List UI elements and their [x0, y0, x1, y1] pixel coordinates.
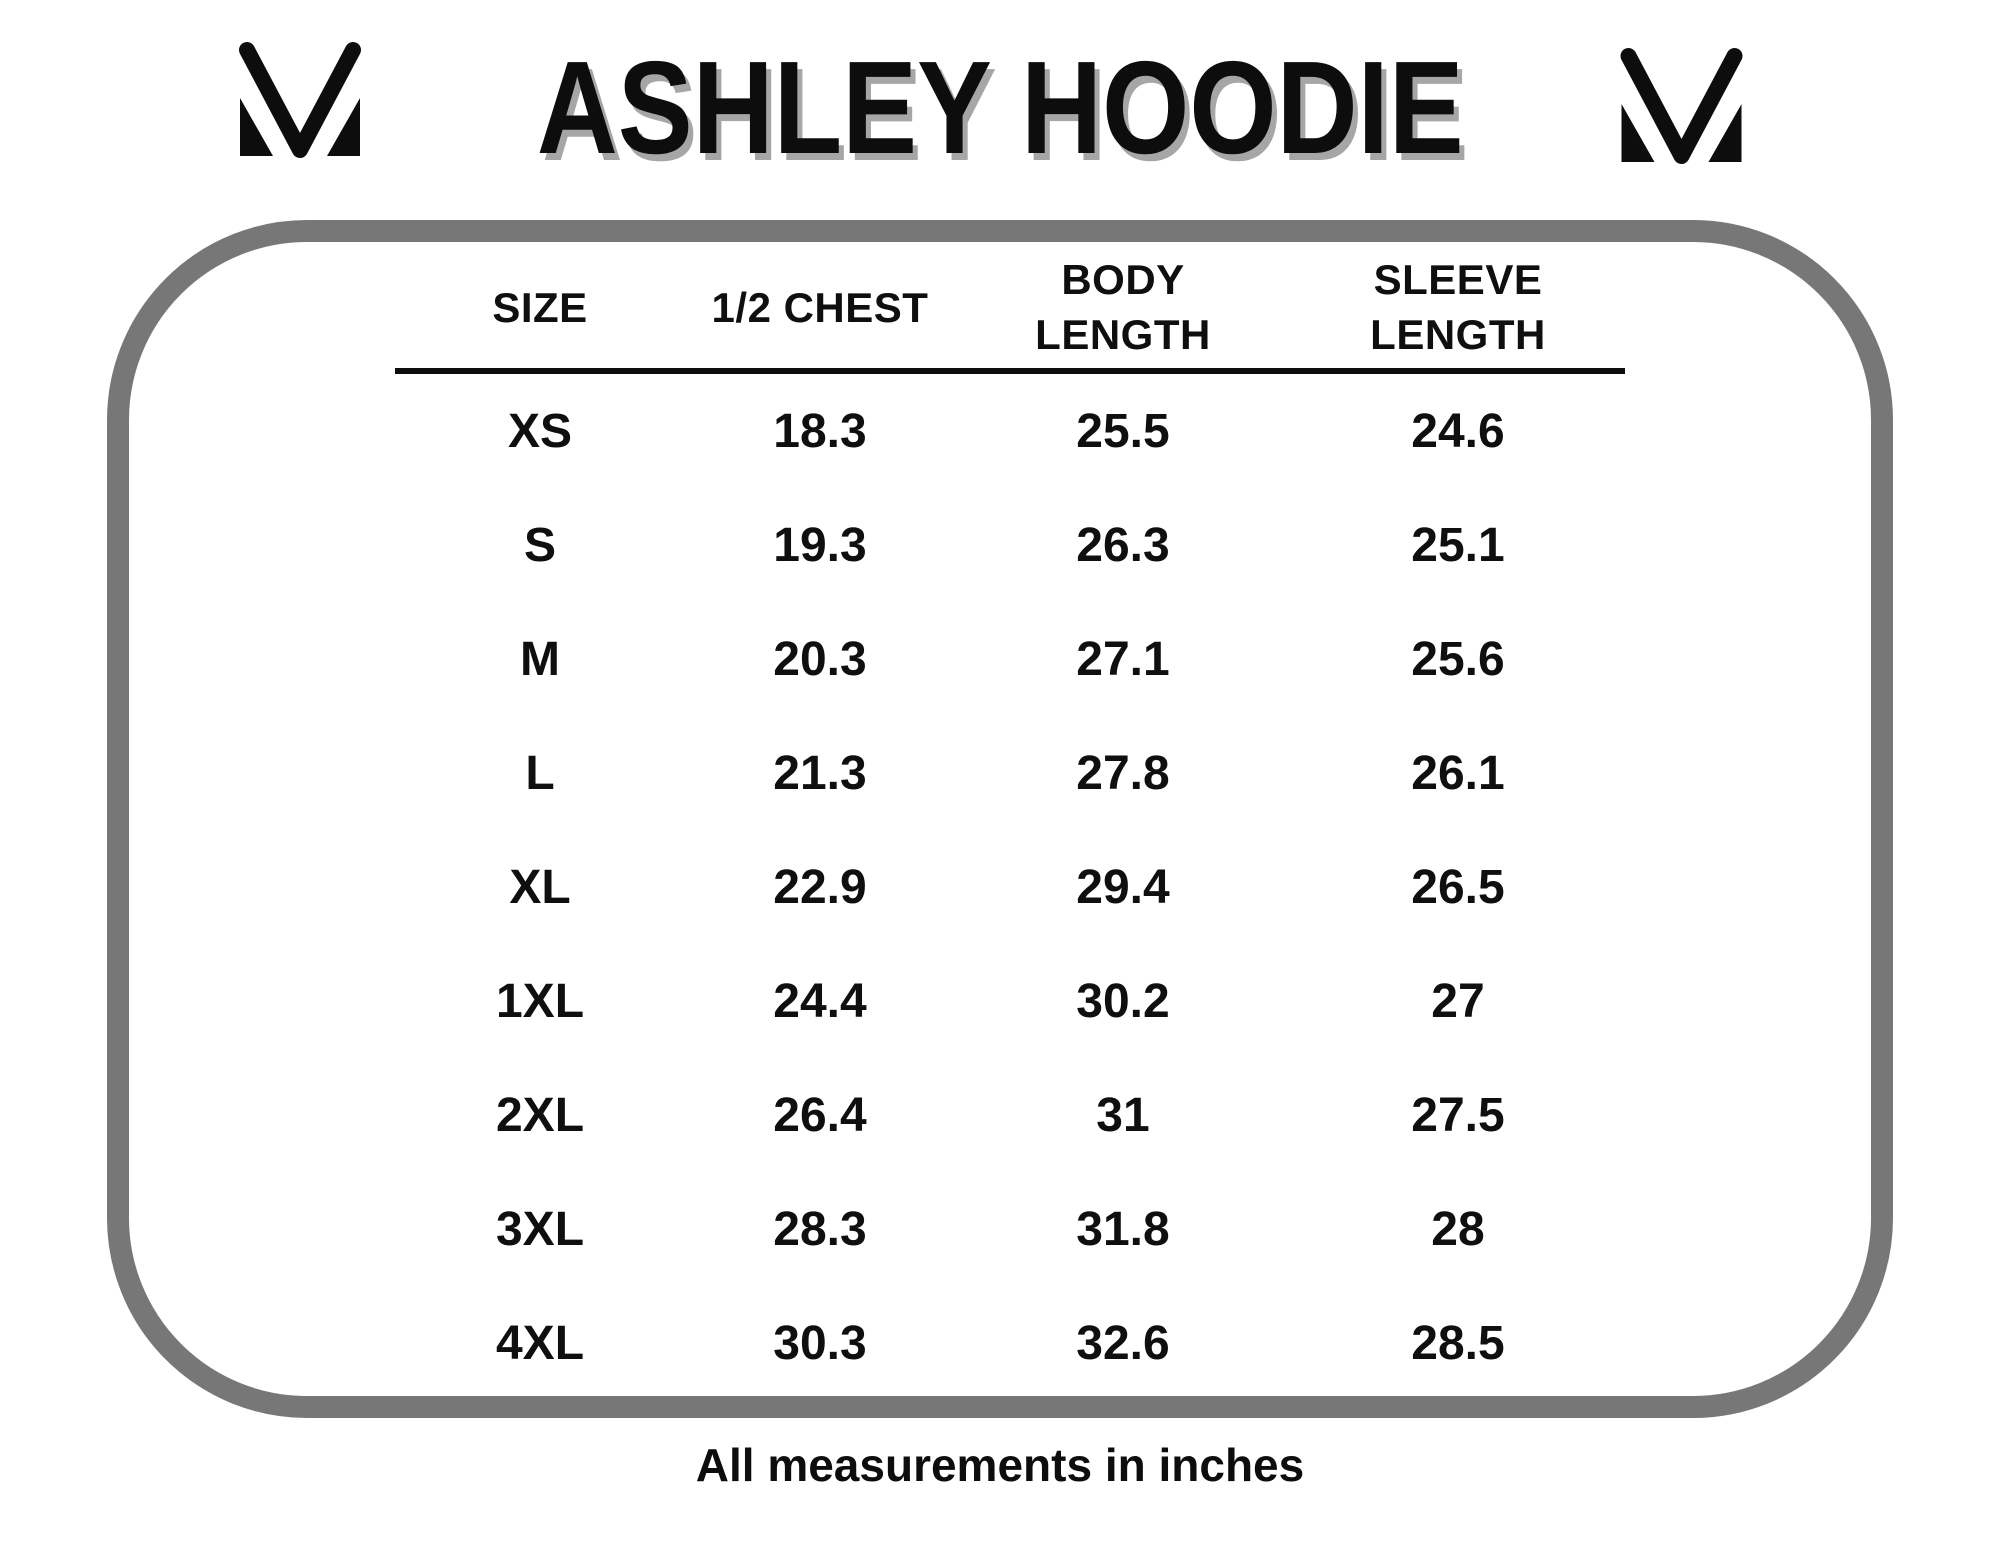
sleeve-length-cell: 28: [1431, 1202, 1485, 1256]
sleeve-length-cell: 27: [1431, 974, 1485, 1028]
column-header-line: BODY: [1061, 256, 1185, 304]
table-row-xl: XL 22.9 29.4 26.5: [395, 830, 1625, 944]
column-header-line: SIZE: [492, 283, 588, 331]
size-cell: M: [520, 632, 560, 686]
monogram-left-triangle: [240, 98, 273, 156]
column-header-line: 1/2 CHEST: [711, 283, 929, 331]
title-row: ASHLEY HOODIE: [0, 42, 2000, 174]
size-table: SIZE 1/2 CHEST BODY LENGTH SLEEVE LENGTH…: [395, 248, 1625, 1400]
monogram-right-triangle: [1708, 104, 1742, 162]
size-cell: 4XL: [495, 1316, 585, 1370]
page-title: ASHLEY HOODIE: [536, 34, 1464, 181]
body-length-cell: 26.3: [1076, 518, 1170, 572]
column-header-line: LENGTH: [1370, 311, 1546, 358]
half-chest-cell: 21.3: [773, 746, 867, 800]
size-cell: 3XL: [495, 1202, 585, 1256]
brand-m-monogram-icon: [1620, 48, 1743, 164]
table-header-row: SIZE 1/2 CHEST BODY LENGTH SLEEVE LENGTH: [395, 248, 1625, 374]
table-row-2xl: 2XL 26.4 31 27.5: [395, 1058, 1625, 1172]
sleeve-length-cell: 26.1: [1411, 746, 1505, 800]
half-chest-cell: 28.3: [773, 1202, 867, 1256]
half-chest-cell: 24.4: [773, 974, 867, 1028]
table-row-xs: XS 18.3 25.5 24.6: [395, 374, 1625, 488]
half-chest-cell: 22.9: [773, 860, 867, 914]
sleeve-length-cell: 27.5: [1411, 1088, 1505, 1142]
table-row-s: S 19.3 26.3 25.1: [395, 488, 1625, 602]
table-row-3xl: 3XL 28.3 31.8 28: [395, 1172, 1625, 1286]
column-header-line: LENGTH: [1035, 311, 1211, 358]
column-header-half-chest: 1/2 CHEST: [685, 281, 955, 336]
body-length-cell: 31: [1096, 1088, 1150, 1142]
monogram-left-triangle: [1621, 104, 1655, 162]
sleeve-length-cell: 25.1: [1411, 518, 1505, 572]
body-length-cell: 30.2: [1076, 974, 1170, 1028]
table-row-1xl: 1XL 24.4 30.2 27: [395, 944, 1625, 1058]
monogram-right-triangle: [327, 98, 360, 156]
half-chest-cell: 20.3: [773, 632, 867, 686]
table-row-m: M 20.3 27.1 25.6: [395, 602, 1625, 716]
body-length-cell: 27.1: [1076, 632, 1170, 686]
sleeve-length-cell: 26.5: [1411, 860, 1505, 914]
body-length-cell: 32.6: [1076, 1316, 1170, 1370]
table-row-l: L 21.3 27.8 26.1: [395, 716, 1625, 830]
column-header-size: SIZE: [395, 281, 685, 336]
half-chest-cell: 26.4: [773, 1088, 867, 1142]
sleeve-length-cell: 25.6: [1411, 632, 1505, 686]
body-length-cell: 25.5: [1076, 404, 1170, 458]
monogram-v-stroke: [239, 42, 361, 158]
size-chart-panel: [107, 220, 1893, 1418]
size-cell: 1XL: [495, 974, 585, 1028]
size-cell: S: [523, 518, 556, 572]
half-chest-cell: 19.3: [773, 518, 867, 572]
body-length-cell: 27.8: [1076, 746, 1170, 800]
monogram-v-stroke: [1620, 48, 1743, 164]
body-length-cell: 29.4: [1076, 860, 1170, 914]
column-header-line: SLEEVE: [1373, 256, 1543, 304]
column-header-sleeve-length: SLEEVE LENGTH: [1291, 253, 1625, 362]
brand-m-monogram-icon: [239, 42, 361, 158]
size-cell: 2XL: [495, 1088, 585, 1142]
half-chest-cell: 18.3: [773, 404, 867, 458]
half-chest-cell: 30.3: [773, 1316, 867, 1370]
sleeve-length-cell: 24.6: [1411, 404, 1505, 458]
column-header-body-length: BODY LENGTH: [955, 253, 1291, 362]
body-length-cell: 31.8: [1076, 1202, 1170, 1256]
size-cell: XL: [509, 860, 571, 914]
size-cell: XS: [507, 404, 573, 458]
table-row-4xl: 4XL 30.3 32.6 28.5: [395, 1286, 1625, 1400]
size-cell: L: [525, 746, 555, 800]
sleeve-length-cell: 28.5: [1411, 1316, 1505, 1370]
measurement-note: All measurements in inches: [695, 1439, 1305, 1491]
